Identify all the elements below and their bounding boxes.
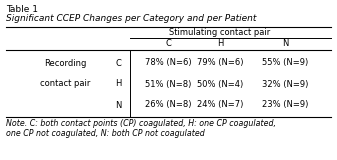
Text: Significant CCEP Changes per Category and per Patient: Significant CCEP Changes per Category an…	[6, 14, 256, 23]
Text: one CP not coagulated, N: both CP not coagulated: one CP not coagulated, N: both CP not co…	[6, 129, 205, 138]
Text: 79% (N=6): 79% (N=6)	[197, 59, 243, 68]
Text: Recording: Recording	[44, 59, 86, 68]
Text: 50% (N=4): 50% (N=4)	[197, 80, 243, 88]
Text: C: C	[165, 39, 171, 48]
Text: Stimulating contact pair: Stimulating contact pair	[170, 28, 271, 37]
Text: 51% (N=8): 51% (N=8)	[145, 80, 191, 88]
Text: C: C	[115, 59, 121, 68]
Text: H: H	[217, 39, 223, 48]
Text: N: N	[115, 100, 121, 109]
Text: Note. C: both contact points (CP) coagulated, H: one CP coagulated,: Note. C: both contact points (CP) coagul…	[6, 119, 276, 128]
Text: 32% (N=9): 32% (N=9)	[262, 80, 308, 88]
Text: Table 1: Table 1	[6, 5, 38, 14]
Text: H: H	[115, 80, 121, 88]
Text: 26% (N=8): 26% (N=8)	[145, 100, 191, 109]
Text: 23% (N=9): 23% (N=9)	[262, 100, 308, 109]
Text: 24% (N=7): 24% (N=7)	[197, 100, 243, 109]
Text: N: N	[282, 39, 288, 48]
Text: 55% (N=9): 55% (N=9)	[262, 59, 308, 68]
Text: 78% (N=6): 78% (N=6)	[145, 59, 191, 68]
Text: contact pair: contact pair	[40, 80, 90, 88]
